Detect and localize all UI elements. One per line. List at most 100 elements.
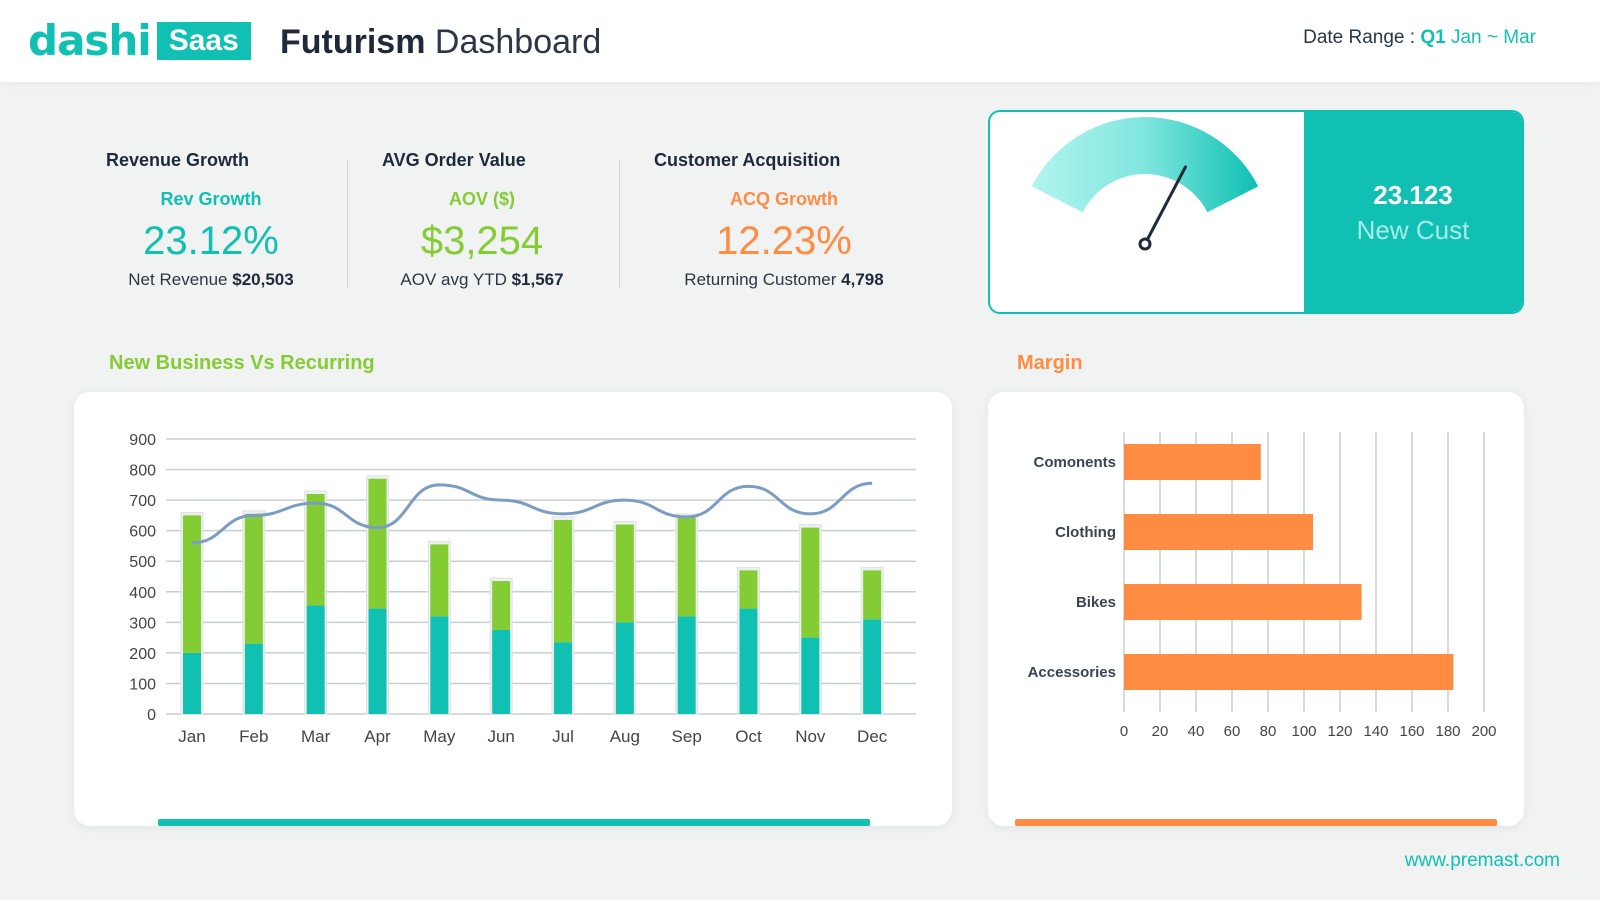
kpi-foot-label: Net Revenue bbox=[128, 270, 228, 289]
gauge-hub bbox=[1138, 237, 1152, 251]
gauge-arc bbox=[1031, 117, 1259, 213]
x-tick-label: Mar bbox=[301, 727, 331, 746]
x-tick-label: 100 bbox=[1291, 723, 1316, 740]
bar-segment-base bbox=[430, 616, 449, 714]
kpi-divider bbox=[619, 160, 620, 288]
x-tick-label: 140 bbox=[1363, 723, 1388, 740]
bar-segment-top bbox=[244, 513, 263, 644]
card-accent-bar bbox=[158, 819, 870, 826]
bar-segment-top bbox=[677, 516, 696, 617]
x-tick-label: Dec bbox=[857, 727, 888, 746]
kpi-foot: Returning Customer 4,798 bbox=[654, 270, 914, 290]
bar bbox=[1124, 514, 1313, 550]
logo[interactable]: dashi Saas bbox=[28, 18, 251, 64]
x-tick-label: Jan bbox=[178, 727, 205, 746]
bar-segment-base bbox=[554, 642, 572, 714]
x-tick-label: 60 bbox=[1224, 723, 1241, 740]
bar-segment-base bbox=[739, 608, 758, 714]
bar-segment-base bbox=[615, 622, 634, 714]
y-tick-label: 400 bbox=[129, 585, 156, 602]
x-tick-label: 180 bbox=[1435, 723, 1460, 740]
gauge-label: New Cust bbox=[1356, 215, 1470, 245]
bar-segment-top bbox=[801, 527, 820, 638]
bar-segment-top bbox=[368, 478, 387, 609]
x-tick-label: Sep bbox=[672, 727, 702, 746]
bar-segment-top bbox=[739, 570, 758, 609]
y-tick-label: 300 bbox=[129, 615, 156, 632]
y-category-label: Bikes bbox=[1076, 594, 1116, 611]
kpi-foot-label: AOV avg YTD bbox=[400, 270, 507, 289]
kpi-customer-acquisition: Customer Acquisition ACQ Growth 12.23% R… bbox=[654, 150, 924, 290]
y-category-label: Accessories bbox=[1028, 664, 1116, 681]
bar-segment-base bbox=[368, 608, 387, 714]
date-range[interactable]: Date Range : Q1 Jan ~ Mar bbox=[1303, 26, 1536, 50]
bar-segment-base bbox=[801, 637, 820, 714]
kpi-heading: Revenue Growth bbox=[106, 150, 250, 170]
bar-segment-top bbox=[183, 515, 201, 653]
kpi-revenue-growth: Revenue Growth Rev Growth 23.12% Net Rev… bbox=[106, 150, 376, 290]
kpi-value: 23.12% bbox=[143, 219, 279, 263]
footer-link[interactable]: www.premast.com bbox=[1404, 850, 1560, 871]
x-tick-label: Oct bbox=[735, 727, 762, 746]
y-tick-label: 600 bbox=[129, 524, 156, 541]
logo-badge: Saas bbox=[156, 22, 251, 60]
logo-text: dashi bbox=[28, 16, 152, 65]
kpi-foot-value: $20,503 bbox=[232, 270, 294, 289]
kpi-foot: Net Revenue $20,503 bbox=[106, 270, 316, 290]
y-tick-label: 800 bbox=[129, 463, 156, 480]
bar-line-chart-card: 0 100 200 300 400 500 600 700 800 900 Jan Feb Mar Apr… bbox=[74, 392, 952, 826]
y-tick-label: 200 bbox=[129, 646, 156, 663]
bar-segment-top bbox=[430, 544, 449, 617]
bar-segment-base bbox=[863, 619, 882, 714]
x-tick-label: 20 bbox=[1152, 723, 1169, 740]
section-title-margin: Margin bbox=[1017, 352, 1083, 374]
bar-segment-base bbox=[677, 616, 696, 714]
x-tick-label: 200 bbox=[1471, 723, 1496, 740]
x-tick-label: 80 bbox=[1260, 723, 1277, 740]
kpi-heading: Customer Acquisition bbox=[654, 150, 841, 170]
kpi-foot-label: Returning Customer bbox=[684, 270, 837, 289]
x-tick-label: 0 bbox=[1120, 723, 1128, 740]
x-tick-label: 120 bbox=[1327, 723, 1352, 740]
bar-segment-top bbox=[554, 519, 572, 643]
kpi-value: 12.23% bbox=[716, 219, 852, 263]
kpi-divider bbox=[347, 160, 348, 288]
kpi-sub: AOV ($) bbox=[448, 189, 515, 209]
y-tick-label: 500 bbox=[129, 554, 156, 571]
x-tick-label: Aug bbox=[610, 727, 640, 746]
kpi-sub: Rev Growth bbox=[160, 189, 262, 209]
kpi-foot-value: $1,567 bbox=[511, 270, 564, 289]
x-tick-label: May bbox=[423, 727, 456, 746]
x-tick-label: 40 bbox=[1188, 723, 1205, 740]
gauge bbox=[1031, 117, 1259, 251]
bar bbox=[1124, 444, 1261, 480]
new-vs-recurring-chart: 0 100 200 300 400 500 600 700 800 900 Jan Feb Mar Apr… bbox=[129, 432, 916, 746]
y-category-label: Comonents bbox=[1034, 454, 1117, 471]
gauge-summary: 23.123 New Cust bbox=[1304, 112, 1522, 312]
y-tick-label: 0 bbox=[147, 707, 156, 724]
gauge-needle bbox=[1143, 165, 1187, 246]
gauge-card: 23.123 New Cust bbox=[988, 110, 1524, 314]
bar-segment-base bbox=[244, 643, 263, 714]
kpi-foot-value: 4,798 bbox=[841, 270, 884, 289]
x-tick-label: 160 bbox=[1399, 723, 1424, 740]
bar-segment-base bbox=[306, 605, 325, 714]
x-tick-label: Feb bbox=[239, 727, 268, 746]
page-title-light: Dashboard bbox=[434, 23, 602, 61]
date-range-label: Date Range : bbox=[1303, 27, 1416, 48]
margin-chart: 0 20 40 60 80 100 120 140 160 180 200 Comonents Clot… bbox=[1028, 432, 1497, 740]
y-tick-label: 700 bbox=[129, 493, 156, 510]
page-title-bold: Futurism bbox=[280, 23, 426, 61]
y-tick-label: 100 bbox=[129, 676, 156, 693]
margin-chart-card: 0 20 40 60 80 100 120 140 160 180 200 Comonents Clot… bbox=[988, 392, 1524, 826]
y-category-label: Clothing bbox=[1055, 524, 1116, 541]
bar bbox=[1124, 584, 1362, 620]
bar-segment-top bbox=[615, 524, 634, 623]
kpi-sub: ACQ Growth bbox=[730, 189, 838, 209]
bar-segment-top bbox=[863, 570, 882, 620]
bar bbox=[1124, 654, 1454, 690]
x-tick-label: Nov bbox=[795, 727, 826, 746]
bar-segment-top bbox=[306, 494, 325, 606]
kpi-foot: AOV avg YTD $1,567 bbox=[382, 270, 582, 290]
bar-segment-base bbox=[492, 629, 511, 714]
